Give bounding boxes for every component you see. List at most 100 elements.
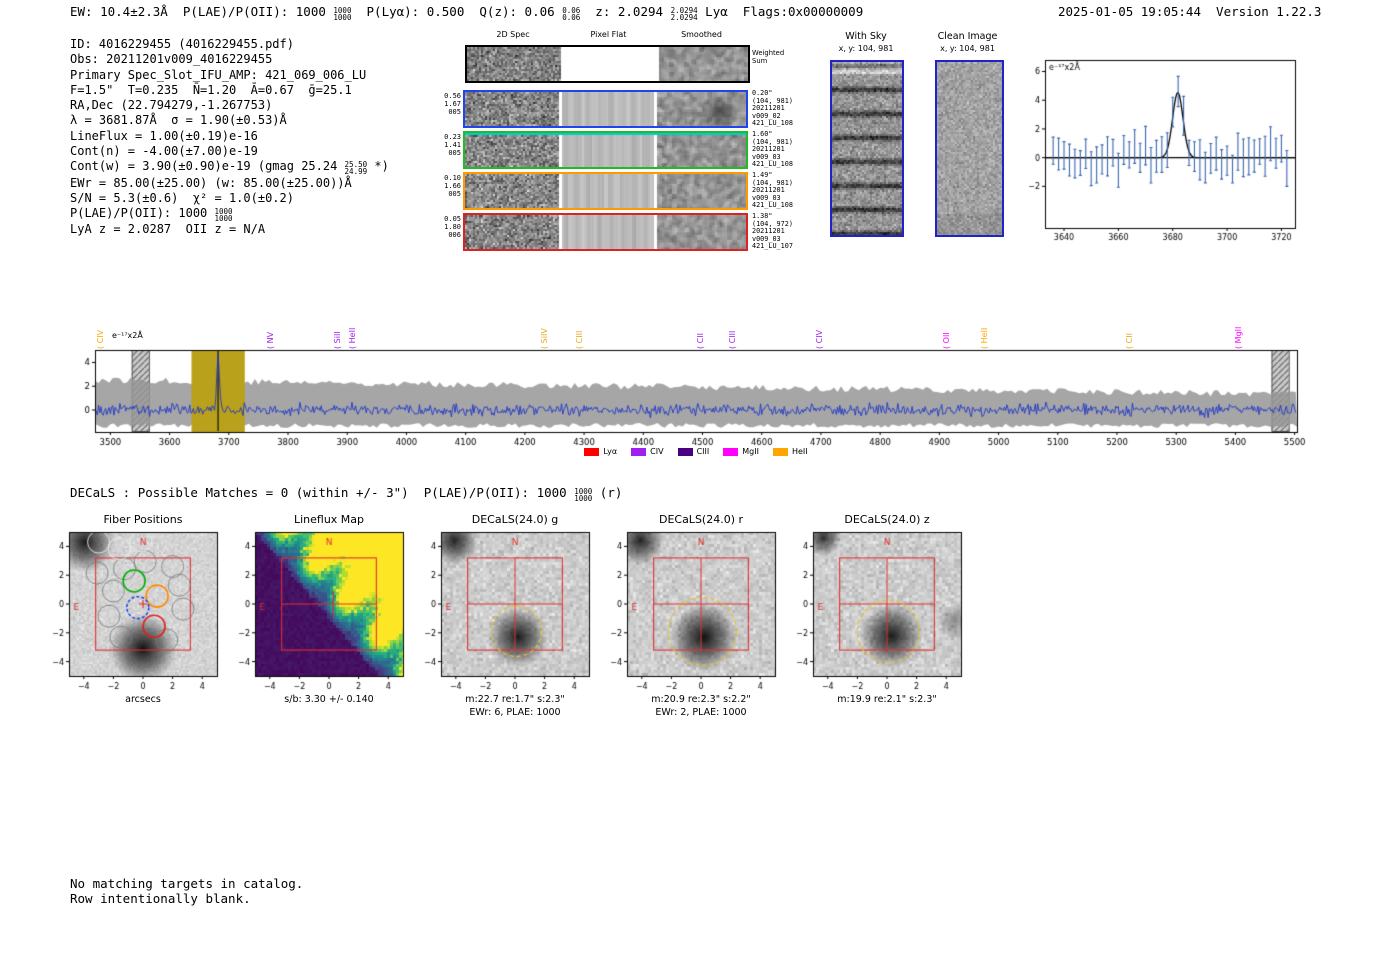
emission-line-marker-ciii: ( CIII [728, 330, 738, 349]
info-line: F=1.5" T=0.235 N̄=1.20 Ā=0.67 ḡ=25.1 [70, 82, 352, 97]
legend-label: CIV [650, 447, 664, 456]
legend-label: HeII [791, 447, 808, 456]
decals-matches-line: DECaLS : Possible Matches = 0 (within +/… [70, 485, 623, 503]
spectrum-legend: Lyα CIV CIII MgII HeII [95, 447, 1297, 456]
panel-caption: EWr: 2, PLAE: 1000 [655, 707, 747, 718]
weighted-sum-label-line: Weighted [752, 49, 785, 57]
emission-line-marker-cii: ( CII [1124, 333, 1134, 349]
clean-image-title: Clean Image [937, 31, 998, 42]
zoom-spectrum-plot [1028, 42, 1308, 242]
legend-swatch [723, 447, 739, 456]
emission-line-marker-oii: ( OII [941, 332, 951, 349]
legend-label: Lyα [603, 447, 618, 456]
panel-caption: m:19.9 re:2.1" s:2.3" [837, 694, 937, 705]
info-line: Cont(w) = 3.90(±0.90)e-19 (gmag 25.24 25… [70, 159, 389, 177]
weighted-sum-label: Weighted Sum [752, 49, 785, 65]
fiber-row-left-labels: 0.10 1.66 005 [444, 174, 461, 198]
fiber-2d-row [463, 213, 748, 251]
with-sky-image [830, 60, 904, 237]
fiber-row-left-labels: 0.23 1.41 005 [444, 133, 461, 157]
info-line: ID: 4016229455 (4016229455.pdf) [70, 37, 294, 51]
fiber-row-right-labels: 1.60" (104, 981) 20211201 v009_03 421_LU_108 [752, 130, 793, 169]
info-line: Primary Spec_Slot_IFU_AMP: 421_069_006_L… [70, 67, 367, 82]
emission-line-marker-civ: ( CIV [815, 329, 825, 349]
stacked-fraction: 0.06 0.06 [562, 5, 581, 22]
panel-title: Lineflux Map [293, 513, 365, 526]
panel-title: DECaLS(24.0) g [471, 513, 559, 526]
fiber-2d-row-image [465, 215, 746, 249]
stacked-fraction: 1000 1000 [574, 486, 593, 503]
emission-line-marker-heii: ( HeII [347, 327, 357, 349]
fiber-2d-row [463, 90, 748, 128]
emission-line-marker-siii: ( SiII [333, 331, 343, 349]
fiber-2d-row-image [465, 92, 746, 126]
with-sky-title: With Sky [845, 31, 887, 42]
emission-line-marker-civ: ( CIV [96, 329, 106, 349]
legend-item-civ: CIV [631, 447, 664, 456]
legend-label: MgII [742, 447, 759, 456]
fiber-row-right-labels: 0.20" (104, 981) 20211201 v009_02 421_LU_108 [752, 89, 793, 128]
legend-swatch [677, 447, 693, 456]
panel-image-decals [409, 526, 595, 702]
panel-image-decals [595, 526, 781, 702]
panel-caption: s/b: 3.30 +/- 0.140 [284, 694, 374, 705]
panel-caption: m:22.7 re:1.7" s:2.3" [465, 694, 565, 705]
panel-image-fiber [37, 526, 223, 702]
clean-image [935, 60, 1004, 237]
panel-image-lineflux [223, 526, 409, 702]
info-line: P(LAE)/P(OII): 1000 1000 1000 [70, 206, 233, 224]
summary-header: EW: 10.4±2.3Å P(LAE)/P(OII): 1000 1000 10… [70, 4, 864, 22]
col-header-2dspec: 2D Spec [496, 30, 530, 39]
col-header-pixelflat: Pixel Flat [590, 30, 627, 39]
info-line: RA,Dec (22.794279,-1.267753) [70, 98, 273, 113]
fiber-2d-row-image [465, 174, 746, 208]
footer-notes: No matching targets in catalog. Row inten… [70, 876, 303, 906]
stacked-fraction: 25.50 24.99 [344, 160, 368, 177]
emission-line-marker-ciii: ( CIII [575, 330, 585, 349]
fiber-row-right-labels: 1.49" (104, 981) 20211201 v009_03 421_LU_108 [752, 171, 793, 210]
fiber-row-left-labels: 0.56 1.67 005 [444, 92, 461, 116]
footer-line: Row intentionally blank. [70, 891, 251, 906]
stacked-fraction: 2.0294 2.0294 [670, 5, 698, 22]
info-line: Cont(n) = -4.00(±7.00)e-19 [70, 144, 258, 159]
stacked-fraction: 1000 1000 [214, 206, 233, 224]
with-sky-coords: x, y: 104, 981 [838, 44, 894, 53]
panel-caption: EWr: 6, PLAE: 1000 [469, 707, 561, 718]
legend-item-ciii: CIII [677, 447, 710, 456]
legend-swatch [584, 447, 600, 456]
fiber-2d-row [463, 131, 748, 169]
clean-image-coords: x, y: 104, 981 [940, 44, 995, 53]
emission-line-marker-cii: ( CII [695, 333, 705, 349]
info-line: LineFlux = 1.00(±0.19)e-16 [70, 128, 258, 143]
emission-line-marker-heii: ( HeII [979, 327, 989, 349]
info-line: S/N = 5.3(±0.6) χ² = 1.0(±0.2) [70, 190, 294, 205]
info-line: λ = 3681.87Å σ = 1.90(±0.53)Å [70, 113, 287, 128]
panel-title: DECaLS(24.0) z [844, 513, 930, 526]
main-plot-ylabel: e⁻¹⁷x2Å [112, 331, 143, 340]
info-line: LyA z = 2.0287 OII z = N/A [70, 222, 266, 237]
footer-line: No matching targets in catalog. [70, 876, 304, 891]
fiber-row-left-labels: 0.05 1.80 006 [444, 215, 461, 239]
emission-line-marker-mgii: ( MgII [1234, 326, 1244, 349]
detection-info-block: ID: 4016229455 (4016229455.pdf) Obs: 2021… [70, 37, 389, 238]
info-line: Obs: 20211201v009_4016229455 [70, 52, 273, 67]
fiber-2d-row-image [465, 133, 746, 167]
emission-line-marker-nv: ( NV [266, 331, 276, 349]
fiber-2d-row [463, 172, 748, 210]
fiber-row-right-labels: 1.38" (104, 972) 20211201 v009_03 421_LU_107 [752, 212, 793, 251]
weighted-sum-strip-image [465, 45, 750, 83]
panel-image-decals [781, 526, 967, 702]
panel-title: DECaLS(24.0) r [658, 513, 744, 526]
weighted-sum-label-line: Sum [752, 56, 768, 65]
legend-label: CIII [696, 447, 710, 456]
legend-item-mgii: MgII [723, 447, 759, 456]
col-header-smoothed: Smoothed [681, 30, 722, 39]
legend-swatch [772, 447, 788, 456]
main-spectrum-plot [78, 296, 1313, 466]
legend-item-lyα: Lyα [584, 447, 617, 456]
timestamp-version: 2025-01-05 19:05:44 Version 1.22.3 [1058, 4, 1322, 19]
legend-swatch [631, 447, 647, 456]
panel-xlabel: arcsecs [125, 694, 161, 705]
emission-line-marker-siiv: ( SiIV [540, 328, 550, 349]
